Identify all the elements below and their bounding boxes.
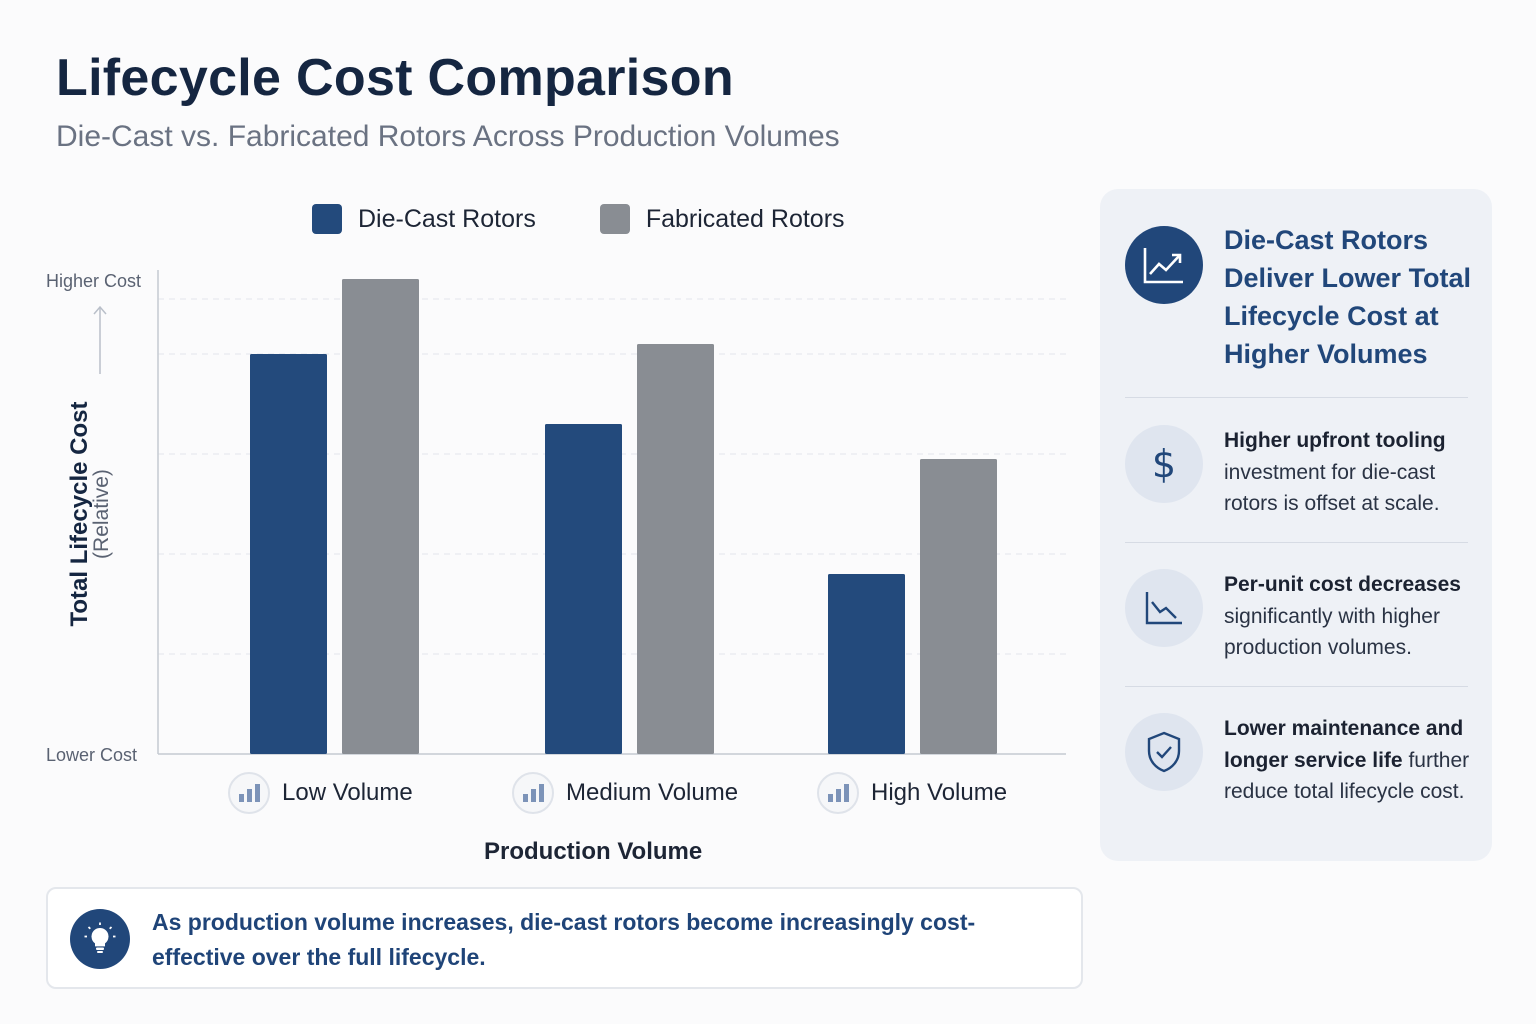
bar-fabricated-rotors-high-volume [920,459,997,754]
category-medium-volume: Medium Volume [512,772,738,814]
category-high-volume: High Volume [817,772,1007,814]
insight-text: Per-unit cost decreases significantly wi… [1224,569,1484,664]
y-axis-bottom-label: Lower Cost [46,745,138,765]
bar-chart-icon [817,772,859,814]
legend-item-fabricated: Fabricated Rotors [599,204,845,234]
insight-bold: Per-unit cost decreases [1224,573,1461,596]
trending-up-icon [1125,226,1203,304]
legend-label-die-cast: Die-Cast Rotors [358,204,536,233]
legend-label-fabricated: Fabricated Rotors [645,204,845,233]
callout-text: As production volume increases, die-cast… [152,909,976,970]
bar-chart-icon [512,772,554,814]
divider [1125,542,1468,543]
y-axis-top-label: Higher Cost [46,271,142,291]
category-label: High Volume [871,779,1008,806]
dollar-icon: $ [1125,425,1203,503]
category-label: Low Volume [282,779,413,806]
bar-die-cast-rotors-high-volume [828,574,905,754]
bar-die-cast-rotors-low-volume [250,354,327,754]
insight-bold: Lower maintenance and longer service lif… [1224,717,1464,772]
lightbulb-icon [70,909,130,969]
chart-legend: Die-Cast Rotors Fabricated Rotors [312,204,845,234]
up-arrow-icon [93,305,107,374]
insight-text: Lower maintenance and longer service lif… [1224,713,1484,808]
shield-check-icon [1125,713,1203,791]
insight-detail: further reduce total lifecycle cost. [1224,748,1470,804]
page-subtitle: Die-Cast vs. Fabricated Rotors Across Pr… [56,120,840,153]
panel-headline: Die-Cast Rotors Deliver Lower Total Life… [1224,225,1472,369]
insight-detail: investment for die-cast rotors is offset… [1224,460,1440,516]
insight-callout: As production volume increases, die-cast… [46,887,1083,989]
legend-item-die-cast: Die-Cast Rotors [312,204,536,234]
svg-text:$: $ [1152,442,1176,486]
x-axis-title: Production Volume [484,838,703,865]
insight-text: Higher upfront tooling investment for di… [1224,425,1484,520]
legend-swatch-die-cast [312,204,342,234]
insight-detail: significantly with higher production vol… [1224,604,1440,660]
bar-die-cast-rotors-medium-volume [545,424,622,754]
divider [1125,397,1468,398]
bar-chart-icon [228,772,270,814]
category-label: Medium Volume [566,779,739,806]
legend-swatch-fabricated [599,204,630,234]
category-low-volume: Low Volume [228,772,413,814]
insight-bold: Higher upfront tooling [1224,429,1446,452]
divider [1125,686,1468,687]
bar-chart [157,270,1066,755]
key-insights-panel: Die-Cast Rotors Deliver Lower Total Life… [1100,189,1492,861]
bar-fabricated-rotors-medium-volume [637,344,714,754]
page-title: Lifecycle Cost Comparison [56,49,734,107]
bar-fabricated-rotors-low-volume [342,279,419,754]
declining-chart-icon [1125,569,1203,647]
